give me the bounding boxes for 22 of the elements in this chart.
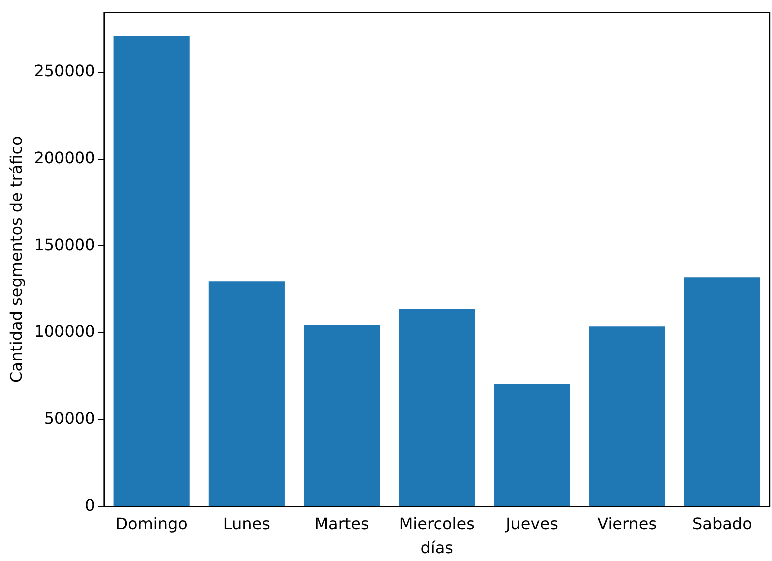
y-tick-label: 150000: [34, 235, 96, 254]
y-tick-label: 0: [85, 496, 96, 515]
x-tick-label: Viernes: [598, 514, 658, 534]
y-tick-label: 100000: [34, 322, 96, 342]
y-tick-label: 50000: [44, 408, 96, 428]
bar: [399, 310, 476, 506]
y-axis-title: Cantidad segmentos de tráfico: [6, 136, 26, 384]
bar: [494, 384, 570, 506]
x-axis-title: días: [420, 538, 454, 558]
bar: [589, 326, 666, 506]
x-tick-label: Domingo: [116, 514, 188, 534]
bar: [114, 36, 190, 506]
bar: [684, 278, 760, 506]
x-tick-label: Lunes: [223, 514, 270, 534]
x-tick-label: Martes: [314, 514, 370, 534]
x-tick-label: Jueves: [505, 514, 558, 534]
bar: [208, 282, 285, 506]
bar: [304, 326, 380, 506]
x-tick-label: Miercoles: [399, 514, 475, 534]
y-tick-label: 250000: [34, 62, 96, 81]
y-tick-label: 200000: [34, 148, 96, 168]
x-tick-label: Sabado: [692, 514, 752, 534]
